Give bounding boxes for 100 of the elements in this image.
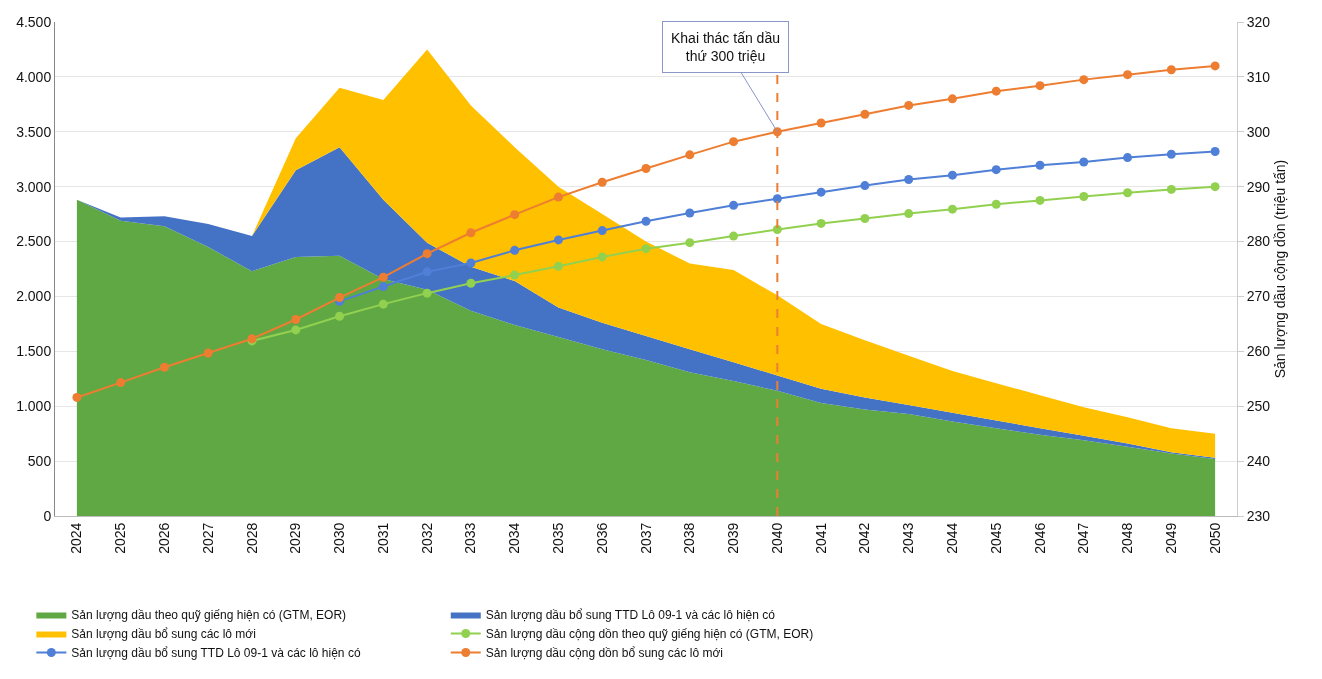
point	[159, 362, 169, 372]
x-tick-label: 2024	[68, 522, 85, 554]
y2-tick-label: 260	[1246, 343, 1271, 360]
x-tick-label: 2026	[155, 522, 172, 554]
point	[597, 252, 607, 262]
point	[772, 194, 782, 204]
point	[772, 224, 782, 234]
y2-tick-label: 250	[1246, 398, 1271, 415]
x-tick-label: 2048	[1119, 522, 1136, 554]
point	[685, 150, 695, 160]
point	[1123, 70, 1133, 80]
point	[335, 311, 345, 321]
y-tick-label: 1.500	[16, 343, 52, 360]
x-tick-label: 2049	[1162, 522, 1179, 554]
point	[1035, 160, 1045, 170]
point	[1166, 184, 1176, 194]
point	[510, 245, 520, 255]
point	[203, 348, 213, 358]
x-tick-label: 2044	[943, 522, 960, 554]
x-tick-label: 2047	[1075, 522, 1092, 554]
point	[597, 177, 607, 187]
point	[1079, 157, 1089, 167]
point	[466, 228, 476, 238]
x-tick-label: 2043	[900, 522, 917, 554]
y2-tick-label: 300	[1246, 123, 1271, 140]
point	[1210, 147, 1220, 157]
point	[991, 199, 1001, 209]
x-tick-label: 2036	[593, 522, 610, 554]
x-tick-label: 2050	[1206, 522, 1223, 554]
point	[947, 204, 957, 214]
point	[641, 244, 651, 254]
point	[816, 218, 826, 228]
point	[378, 282, 388, 292]
point	[1166, 149, 1176, 159]
y-tick-label: 3.500	[16, 123, 52, 140]
x-tick-label: 2029	[287, 522, 304, 554]
annotation: Khai thác tấn dầu thứ 300 triệu	[671, 30, 780, 65]
y2-tick-label: 230	[1246, 507, 1271, 524]
x-tick-label: 2028	[243, 522, 260, 554]
point	[641, 164, 651, 174]
legend-label: Sản lượng dầu theo quỹ giếng hiện có (GTM, EOR)	[71, 608, 347, 623]
x-tick-label: 2027	[199, 522, 216, 554]
x-tick-label: 2032	[418, 522, 435, 554]
point	[1079, 192, 1089, 202]
point	[1035, 81, 1045, 91]
x-tick-label: 2034	[506, 522, 523, 554]
x-tick-label: 2033	[462, 522, 479, 554]
point	[641, 216, 651, 226]
point	[291, 315, 301, 324]
point	[1035, 195, 1045, 205]
point	[466, 258, 476, 268]
point	[816, 118, 826, 128]
point	[1210, 61, 1220, 71]
x-tick-label: 2035	[549, 522, 566, 554]
y-tick-label: 0	[43, 507, 52, 524]
point	[729, 137, 739, 147]
point	[1166, 65, 1176, 75]
legend-label: Sản lượng dầu bổ sung các lô mới	[71, 627, 256, 642]
point	[904, 175, 914, 185]
point	[422, 249, 432, 259]
x-tick-label: 2045	[987, 522, 1004, 554]
x-tick-label: 2025	[112, 522, 129, 554]
point	[553, 235, 563, 245]
point	[116, 378, 126, 388]
point	[510, 270, 520, 280]
point	[729, 200, 739, 210]
point	[904, 209, 914, 219]
point	[685, 238, 695, 248]
point	[947, 94, 957, 104]
y-tick-label: 4.500	[16, 13, 52, 30]
point	[991, 165, 1001, 175]
y2-tick-label: 310	[1246, 68, 1271, 85]
point	[904, 100, 914, 110]
x-tick-label: 2042	[856, 522, 873, 554]
x-tick-label: 2040	[768, 522, 785, 554]
x-tick-label: 2039	[725, 522, 742, 554]
point	[1123, 188, 1133, 198]
point	[553, 261, 563, 271]
point	[510, 210, 520, 220]
point	[378, 272, 388, 282]
y-tick-label: 4.000	[16, 68, 52, 85]
point	[991, 86, 1001, 96]
point	[597, 226, 607, 236]
point	[947, 170, 957, 180]
point	[291, 325, 301, 335]
legend-label: Sản lượng dầu bổ sung TTD Lô 09-1 và các lô hiện có	[485, 608, 776, 623]
legend-label: Sản lượng dầu bổ sung TTD Lô 09-1 và các lô hiện có	[71, 646, 361, 661]
legend-label: Sản lượng dầu cộng dồn theo quỹ giếng hiện có (GTM, EOR)	[485, 627, 814, 642]
point	[685, 208, 695, 218]
point	[860, 109, 870, 119]
x-tick-label: 2031	[374, 522, 391, 554]
point	[729, 231, 739, 241]
point	[1210, 182, 1220, 192]
point	[860, 214, 870, 223]
x-tick-label: 2046	[1031, 522, 1048, 554]
y2-tick-label: 290	[1246, 178, 1271, 195]
point	[553, 192, 563, 202]
point	[860, 181, 870, 191]
point	[422, 288, 432, 298]
y-tick-label: 500	[27, 453, 52, 470]
